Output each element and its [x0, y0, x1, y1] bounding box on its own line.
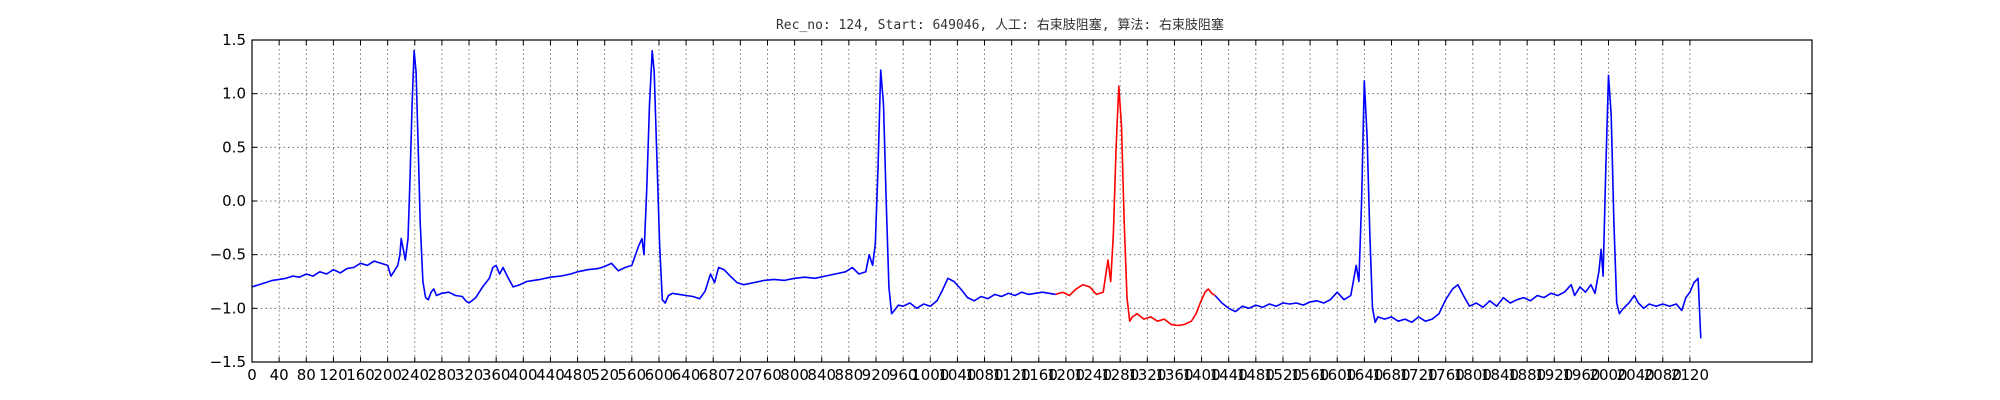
x-axis: 0 40 80 12016020024028032036040044048052056… [247, 40, 1709, 384]
x-tick-label: 1840 [1481, 366, 1519, 384]
x-tick-label: 1080 [965, 366, 1003, 384]
x-tick-label: 1040 [938, 366, 976, 384]
x-tick-label: 0 [247, 366, 257, 384]
x-tick-label: 2040 [1617, 366, 1655, 384]
x-tick-label: 1600 [1318, 366, 1356, 384]
x-tick-label: 240 [400, 366, 429, 384]
x-tick-label: 360 [482, 366, 511, 384]
y-tick-label: 0.5 [222, 138, 246, 156]
x-tick-label: 1720 [1400, 366, 1438, 384]
x-tick-label: 1800 [1454, 366, 1492, 384]
chart-title: Rec_no: 124, Start: 649046, 人工: 右束肢阻塞, 算… [776, 17, 1224, 33]
x-tick-label: 1000 [911, 366, 949, 384]
x-tick-label: 1360 [1155, 366, 1193, 384]
x-tick-label: 320 [455, 366, 484, 384]
x-tick-label: 1400 [1182, 366, 1220, 384]
y-tick-label: 1.5 [222, 31, 246, 49]
x-tick-label: 2120 [1671, 366, 1709, 384]
x-tick-label: 280 [428, 366, 457, 384]
x-tick-label: 1160 [1020, 366, 1058, 384]
x-tick-label: 760 [753, 366, 782, 384]
x-tick-label: 680 [699, 366, 728, 384]
ecg-series-before [251, 49, 1056, 315]
grid-lines [252, 40, 1812, 362]
x-tick-label: 160 [346, 366, 375, 384]
x-tick-label: 1280 [1101, 366, 1139, 384]
series-layer [251, 49, 1702, 339]
x-tick-label: 80 [297, 366, 316, 384]
x-tick-label: 120 [319, 366, 348, 384]
y-tick-label: −1.0 [210, 299, 246, 317]
x-tick-label: 1240 [1074, 366, 1112, 384]
x-tick-label: 1760 [1427, 366, 1465, 384]
x-tick-label: 1320 [1128, 366, 1166, 384]
x-tick-label: 480 [563, 366, 592, 384]
x-tick-label: 40 [270, 366, 289, 384]
x-tick-label: 600 [645, 366, 674, 384]
x-tick-label: 2080 [1644, 366, 1682, 384]
x-tick-label: 200 [373, 366, 402, 384]
x-tick-label: 1640 [1345, 366, 1383, 384]
x-tick-label: 1440 [1210, 366, 1248, 384]
x-tick-label: 1880 [1508, 366, 1546, 384]
x-tick-label: 520 [590, 366, 619, 384]
y-tick-label: −1.5 [210, 353, 246, 371]
x-tick-label: 1480 [1237, 366, 1275, 384]
x-tick-label: 440 [536, 366, 565, 384]
x-tick-label: 800 [780, 366, 809, 384]
x-tick-label: 1560 [1291, 366, 1329, 384]
x-tick-label: 1960 [1562, 366, 1600, 384]
x-tick-label: 1120 [993, 366, 1031, 384]
x-tick-label: 1680 [1372, 366, 1410, 384]
x-tick-label: 400 [509, 366, 538, 384]
x-tick-label: 640 [672, 366, 701, 384]
x-tick-label: 960 [889, 366, 918, 384]
x-tick-label: 1520 [1264, 366, 1302, 384]
ecg-series-after [1214, 74, 1702, 339]
x-tick-label: 840 [807, 366, 836, 384]
y-tick-label: −0.5 [210, 246, 246, 264]
ecg-series-highlighted-beat [1055, 85, 1216, 327]
x-tick-label: 2000 [1589, 366, 1627, 384]
x-tick-label: 720 [726, 366, 755, 384]
y-tick-label: 1.0 [222, 85, 246, 103]
x-tick-label: 1200 [1047, 366, 1085, 384]
x-tick-label: 880 [835, 366, 864, 384]
y-tick-label: 0.0 [222, 192, 246, 210]
x-tick-label: 560 [618, 366, 647, 384]
y-axis: −1.5 −1.0 −0.5 0.0 0.5 1.0 1.5 [210, 31, 1812, 371]
x-tick-label: 920 [862, 366, 891, 384]
x-tick-label: 1920 [1535, 366, 1573, 384]
